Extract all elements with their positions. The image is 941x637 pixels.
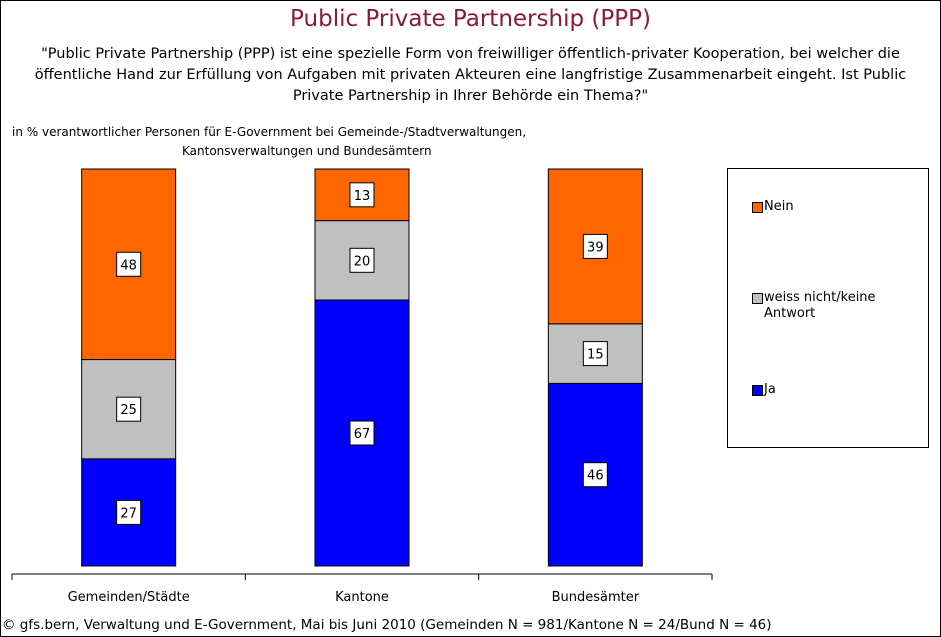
data-label: 39 [587, 240, 604, 255]
survey-question: "Public Private Partnership (PPP) ist ei… [34, 46, 907, 104]
data-label-box [349, 420, 375, 446]
category-label: Kantone [335, 590, 389, 605]
data-label: 13 [354, 189, 371, 204]
bar-segment-nein-2 [314, 168, 410, 222]
subtitle-line-1: in % verantwortlicher Personen für E-Gov… [12, 125, 527, 139]
legend-label-weiss-nicht: weiss nicht/keine Antwort [764, 290, 876, 321]
data-label-box [116, 396, 142, 422]
legend-swatch-nein [752, 202, 763, 213]
category-label: Bundesämter [552, 590, 640, 605]
data-label-box [349, 247, 375, 273]
data-label-box [582, 462, 608, 488]
data-label: 15 [587, 348, 604, 363]
data-label-box [582, 233, 608, 259]
category-label: Gemeinden/Städte [68, 590, 190, 605]
data-label: 20 [354, 254, 371, 269]
data-label: 48 [120, 258, 137, 273]
data-label: 25 [120, 403, 137, 418]
legend-item-weiss-nicht: weiss nicht/keine Antwort [752, 290, 924, 322]
legend-swatch-weiss-nicht [752, 293, 763, 304]
legend-label-nein: Nein [764, 199, 794, 214]
chart-title: Public Private Partnership (PPP) [290, 6, 651, 32]
legend-item-nein: Nein [752, 199, 924, 215]
data-label-box [349, 182, 375, 208]
data-label-box [582, 341, 608, 367]
legend-item-ja: Ja [752, 382, 924, 398]
legend-swatch-ja [752, 385, 763, 396]
chart-subtitle: in % verantwortlicher Personen für E-Gov… [12, 123, 712, 161]
legend-label-ja: Ja [764, 382, 776, 397]
data-label: 46 [587, 469, 604, 484]
data-label-box [116, 499, 142, 525]
data-label: 27 [120, 506, 137, 521]
data-label: 67 [354, 427, 371, 442]
data-label-box [116, 251, 142, 277]
legend: Nein weiss nicht/keine Antwort Ja [727, 168, 929, 448]
subtitle-line-2: Kantonsverwaltungen und Bundesämtern [182, 144, 432, 158]
source-footer: © gfs.bern, Verwaltung und E-Government,… [2, 617, 772, 633]
